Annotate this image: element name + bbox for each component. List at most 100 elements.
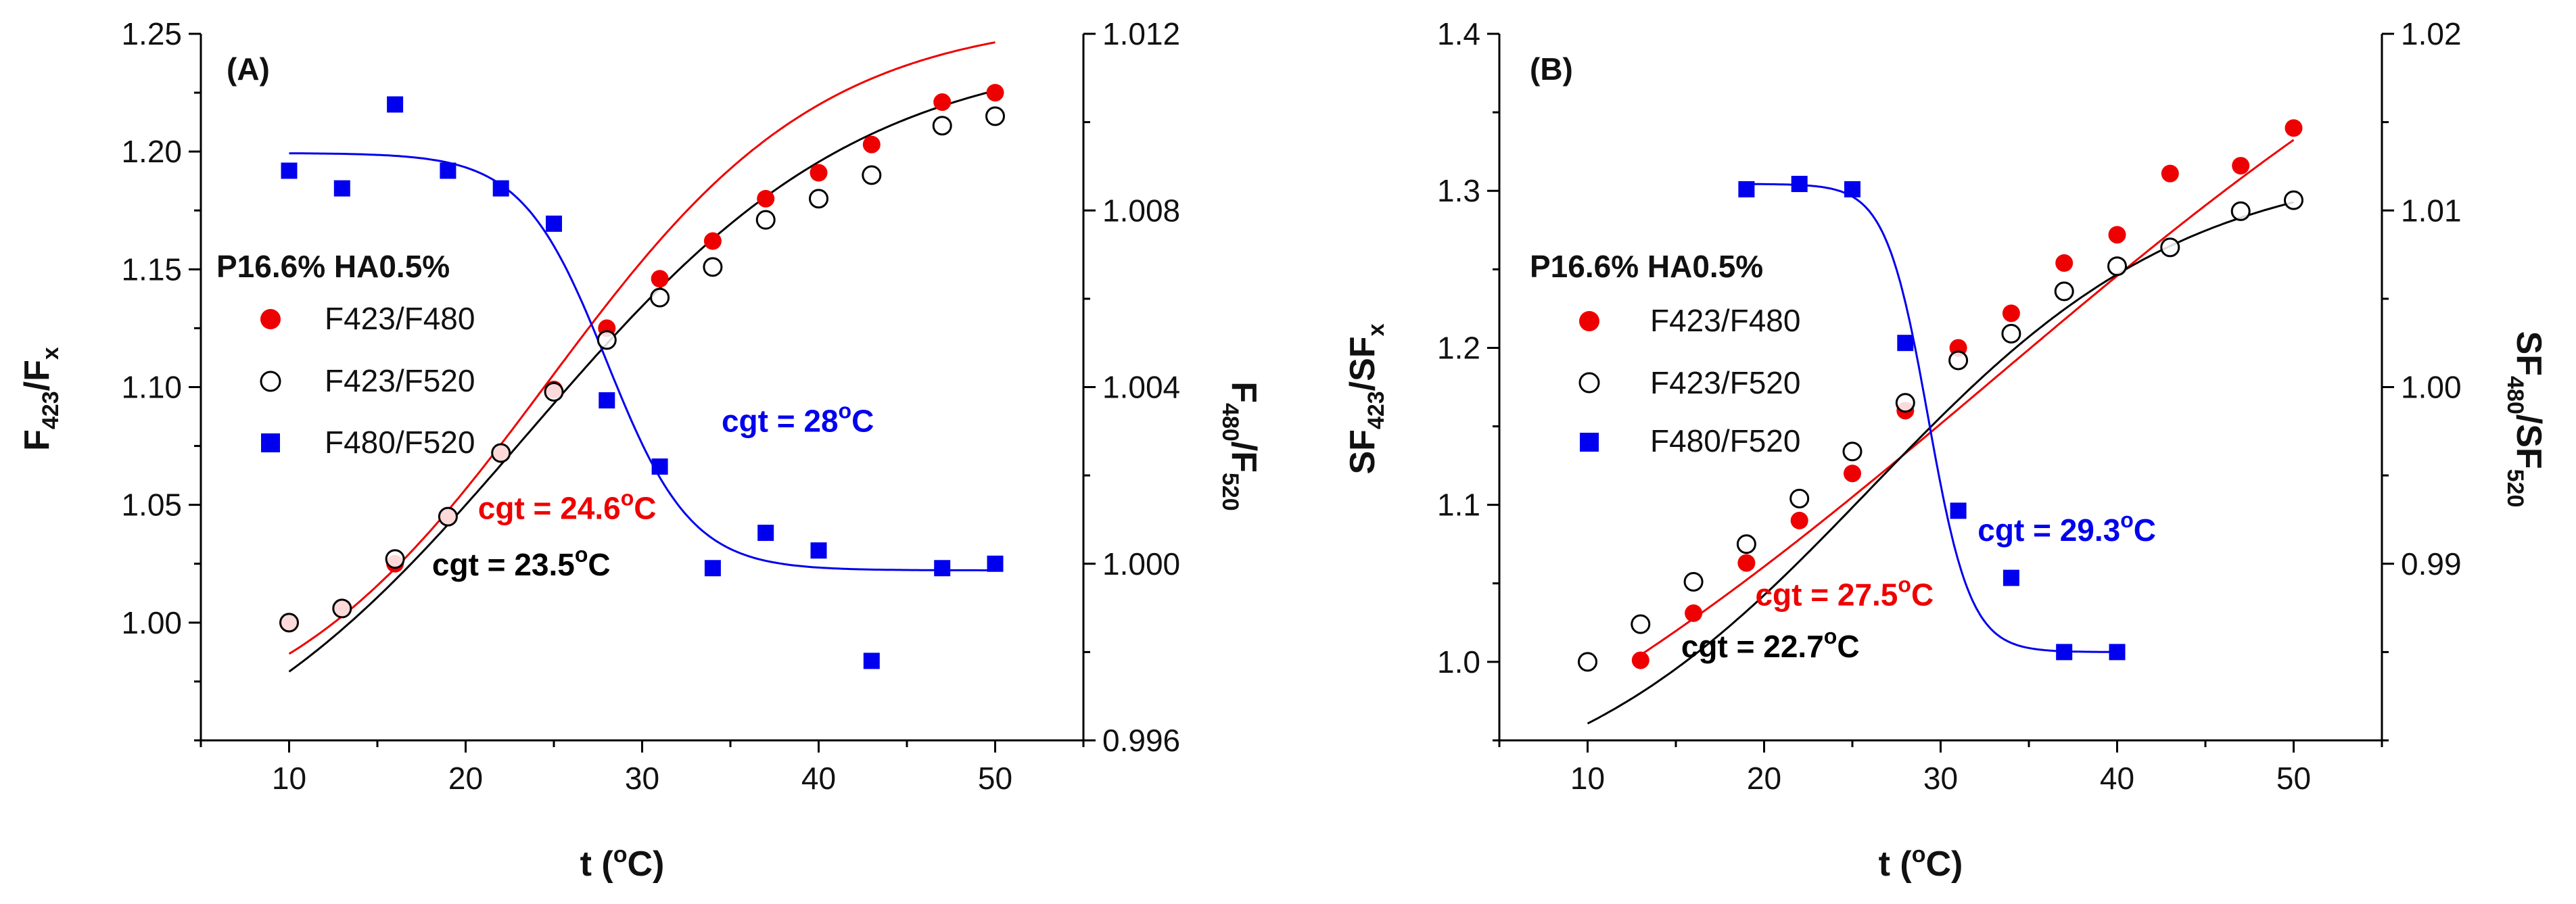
panel-a-x-tick-label: 50	[978, 761, 1012, 796]
panel-a-y-tick-label-left: 1.00	[121, 605, 182, 640]
panel-b-y-tick-label-left: 1.4	[1437, 16, 1480, 51]
panel-a-y-tick-label-right: 0.996	[1102, 723, 1180, 758]
panel-a-point-s2	[755, 210, 776, 230]
panel-a-point-s2	[985, 106, 1005, 126]
panel-b-legend-item-3: F480/F520	[1650, 423, 1800, 458]
panel-a-legend-marker-2	[260, 371, 281, 392]
panel-a-cgt-annotation-1: cgt = 28oC	[722, 399, 874, 439]
panel-b-point-s2	[1789, 488, 1810, 508]
panel-a-legend-item-2: F423/F520	[325, 363, 475, 398]
panel-b-point-s2	[2230, 201, 2251, 221]
panel-a-y-tick-label-left: 1.05	[121, 487, 182, 523]
panel-b-point-s3	[2056, 644, 2073, 661]
panel-a-point-s1	[810, 164, 828, 182]
panel-b-point-s1	[2055, 254, 2074, 272]
panel-a-legend-title: P16.6% HA0.5%	[216, 249, 450, 284]
panel-a-point-s1	[933, 93, 952, 112]
panel-b-legend-marker-2	[1578, 372, 1600, 394]
panel-a-point-s2	[862, 165, 882, 185]
panel-b-cgt-annotation-1: cgt = 29.3oC	[1977, 508, 2156, 548]
panel-b-point-s3	[1738, 181, 1755, 197]
panel-b-xlabel: t (oC)	[1879, 842, 1963, 884]
panel-b-legend-item-2: F423/F520	[1650, 365, 1800, 400]
plot-layer: 10 20 30 40 50 1.00 1.05 1.10 1.15 1.20 1.25 0.996 1…	[121, 16, 2461, 796]
panel-b-point-s1	[2108, 226, 2126, 244]
panel-a-point-s2	[491, 443, 511, 463]
panel-a-point-s2	[438, 506, 458, 527]
panel-b-y-tick-label-left: 1.2	[1437, 330, 1480, 365]
panel-a-x-tick-label: 10	[272, 761, 306, 796]
panel-a-y-tick-label-right: 1.004	[1102, 370, 1180, 405]
panel-b-y-tick-label-right: 1.00	[2401, 370, 2462, 405]
panel-a-legend-marker-1	[260, 309, 281, 329]
panel-b-fit-curve-1	[1639, 139, 2295, 656]
panel-a-point-s2	[279, 613, 299, 633]
panel-a-x-tick-label: 40	[801, 761, 836, 796]
panel-b-label: (B)	[1530, 51, 1573, 87]
panel-a-point-s2	[650, 287, 670, 308]
panel-b-x-tick-label: 10	[1570, 761, 1605, 796]
panel-a-legend-item-1: F423/F480	[325, 301, 475, 336]
panel-a-y-tick-label-left: 1.20	[121, 134, 182, 169]
panel-a-point-s2	[332, 598, 352, 619]
panel-a-point-s3	[757, 525, 774, 542]
panel-a-legend-marker-3	[261, 433, 280, 452]
panel-a-point-s2	[932, 116, 952, 136]
panel-a-y-tick-label-right: 1.008	[1102, 193, 1180, 228]
panel-a-point-s3	[934, 560, 951, 577]
panel-a-fit-curve-3	[289, 152, 996, 571]
panel-a-x-tick-label: 20	[448, 761, 483, 796]
panel-a-cgt-annotation-2: cgt = 24.6oC	[478, 486, 657, 526]
panel-b-point-s1	[2002, 304, 2020, 323]
panel-b-point-s2	[2160, 237, 2180, 258]
panel-a-point-s1	[757, 189, 775, 208]
panel-b-point-s1	[2161, 164, 2179, 183]
panel-a-point-s3	[987, 555, 1004, 572]
panel-a-point-s3	[546, 215, 562, 232]
panel-b-point-s1	[2232, 157, 2250, 175]
panel-b-point-s1	[1631, 651, 1649, 669]
panel-b-point-s2	[2284, 190, 2303, 210]
panel-b-point-s3	[2109, 644, 2126, 661]
panel-a-point-s3	[440, 162, 456, 179]
panel-b-x-tick-label: 30	[1923, 761, 1958, 796]
panel-a-point-s2	[385, 549, 405, 569]
panel-b-point-s3	[2003, 569, 2019, 586]
panel-a-point-s1	[986, 84, 1004, 102]
panel-a-point-s3	[651, 458, 668, 475]
panel-b-ylabel-left: SF423/SFx	[1343, 323, 1389, 474]
panel-b-fit-curve-3	[1746, 183, 2117, 653]
panel-b-point-s2	[2054, 281, 2074, 302]
panel-a-point-s2	[809, 189, 828, 209]
panel-a-point-s3	[281, 162, 298, 179]
panel-b-point-s2	[1948, 350, 1969, 371]
panel-b-y-tick-label-right: 1.01	[2401, 193, 2462, 228]
panel-b-legend-item-1: F423/F480	[1650, 303, 1800, 338]
panel-b-point-s2	[1683, 571, 1704, 592]
panel-a-y-tick-label-left: 1.25	[121, 16, 182, 51]
panel-a-x-tick-label: 30	[625, 761, 659, 796]
panel-a-y-tick-label-left: 1.10	[121, 370, 182, 405]
panel-b-point-s1	[1844, 465, 1861, 483]
panel-b-point-s1	[1790, 511, 1808, 529]
panel-a-point-s3	[810, 542, 827, 559]
panel-b-legend-marker-3	[1580, 433, 1599, 452]
panel-b-x-tick-label: 50	[2276, 761, 2311, 796]
panel-b-point-s2	[1736, 534, 1756, 554]
panel-a-y-tick-label-left: 1.15	[121, 252, 182, 287]
panel-b-point-s2	[2001, 324, 2021, 344]
panel-b-cgt-annotation-3: cgt = 22.7oC	[1681, 624, 1860, 664]
panel-a-xlabel: t (oC)	[580, 842, 665, 884]
panel-a-point-s3	[387, 96, 404, 113]
panel-b-y-tick-label-left: 1.1	[1437, 487, 1480, 523]
panel-b-cgt-annotation-2: cgt = 27.5oC	[1755, 572, 1934, 612]
panel-a-point-s3	[704, 560, 721, 577]
panel-b-point-s2	[1578, 652, 1597, 672]
panel-b-point-s1	[2285, 119, 2303, 137]
panel-b-point-s2	[1631, 614, 1651, 634]
panel-b-point-s3	[1897, 335, 1914, 352]
panel-a-y-tick-label-right: 1.000	[1102, 546, 1180, 581]
panel-b-x-tick-label: 20	[1747, 761, 1781, 796]
panel-a-point-s1	[862, 135, 881, 153]
panel-a-point-s2	[544, 381, 564, 402]
